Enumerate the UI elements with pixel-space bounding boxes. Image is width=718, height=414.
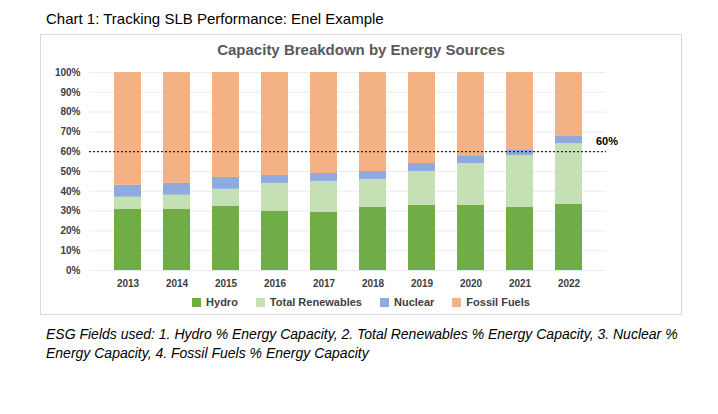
svg-text:60%: 60% [60,146,80,157]
svg-text:2017: 2017 [313,278,336,289]
html-text:Total Renewables: Total Renewables [269,296,362,308]
svg-text:60%: 60% [596,135,618,147]
svg-text:2013: 2013 [117,278,140,289]
svg-text:2016: 2016 [264,278,287,289]
svg-text:50%: 50% [60,166,80,177]
svg-text:30%: 30% [60,205,80,216]
svg-text:100%: 100% [55,67,81,78]
svg-text:2022: 2022 [558,278,581,289]
html-text:Chart 1: Tracking SLB Performa: Chart 1: Tracking SLB Performance: Enel … [46,10,384,27]
html-text:Nuclear: Nuclear [394,296,435,308]
svg-text:80%: 80% [60,106,80,117]
svg-text:10%: 10% [60,245,80,256]
svg-text:2015: 2015 [215,278,238,289]
html-text:Capacity Breakdown by Energy S: Capacity Breakdown by Energy Sources [217,41,505,58]
svg-text:2020: 2020 [460,278,483,289]
svg-text:2018: 2018 [362,278,385,289]
html-text:ESG Fields used: 1. Hydro % En: ESG Fields used: 1. Hydro % Energy Capac… [46,326,678,361]
svg-text:40%: 40% [60,186,80,197]
svg-text:90%: 90% [60,87,80,98]
svg-text:20%: 20% [60,225,80,236]
html-text:Hydro: Hydro [206,296,238,308]
svg-text:2019: 2019 [411,278,434,289]
html-text:Fossil Fuels: Fossil Fuels [466,296,530,308]
svg-text:2021: 2021 [509,278,532,289]
svg-text:70%: 70% [60,126,80,137]
svg-text:2014: 2014 [166,278,189,289]
svg-text:0%: 0% [66,265,81,276]
